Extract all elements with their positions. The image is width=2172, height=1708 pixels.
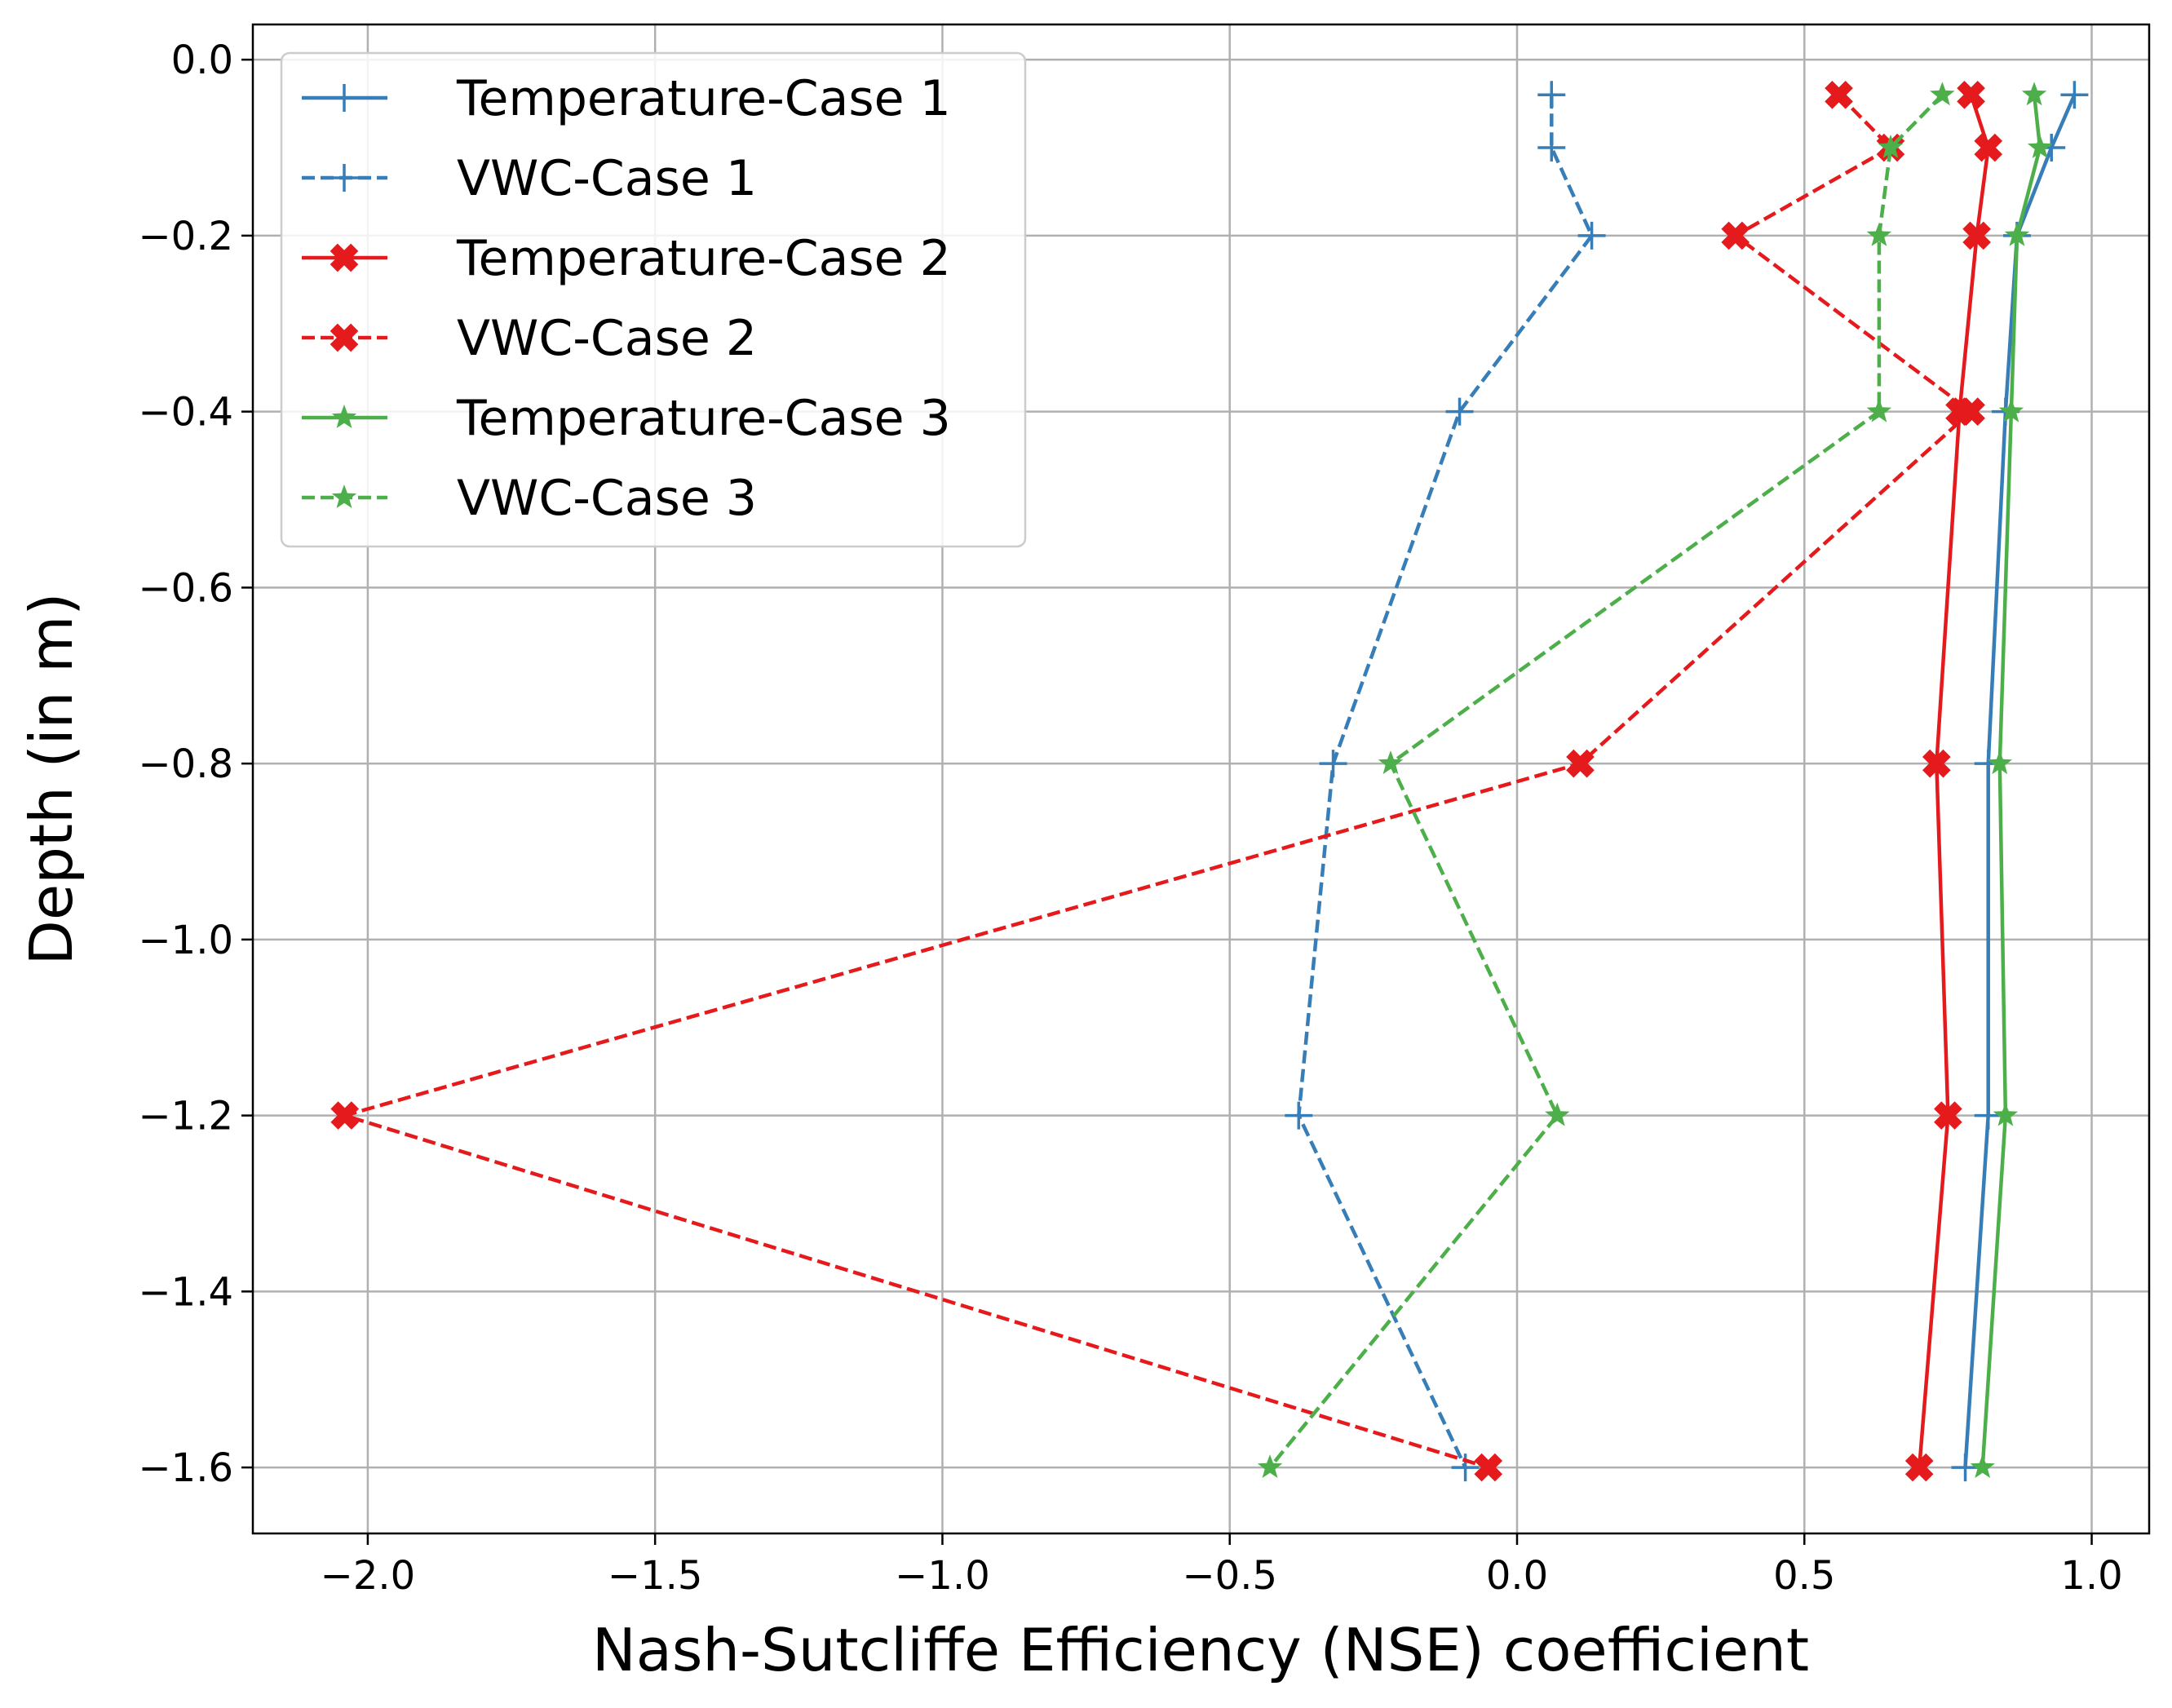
data-point bbox=[1537, 134, 1566, 162]
x-tick-label: −0.5 bbox=[1182, 1553, 1277, 1599]
data-point bbox=[1825, 80, 1853, 109]
data-point bbox=[1721, 221, 1750, 250]
data-point bbox=[1998, 398, 2024, 423]
x-tick-label: 0.0 bbox=[1486, 1553, 1548, 1599]
data-point bbox=[1930, 82, 1955, 106]
data-point bbox=[1577, 221, 1606, 250]
y-axis-label: Depth (in m) bbox=[17, 592, 86, 965]
data-point-shape bbox=[1962, 221, 1991, 250]
series-5 bbox=[1970, 82, 2053, 1478]
y-tick-label: 0.0 bbox=[171, 38, 233, 83]
data-point bbox=[2004, 222, 2030, 246]
x-tick-label: 1.0 bbox=[2060, 1553, 2122, 1599]
data-point bbox=[1445, 397, 1474, 426]
data-point bbox=[330, 1101, 360, 1130]
legend-item: Temperature-Case 2 bbox=[302, 230, 951, 287]
x-tick-label: −1.0 bbox=[895, 1553, 990, 1599]
data-point bbox=[1904, 1453, 1934, 1482]
legend-marker bbox=[331, 485, 357, 508]
data-point-shape bbox=[1934, 1101, 1962, 1130]
legend-item: Temperature-Case 1 bbox=[302, 70, 951, 127]
data-point bbox=[1537, 81, 1566, 109]
data-point-shape bbox=[1904, 1453, 1934, 1482]
legend-marker bbox=[330, 243, 359, 272]
data-point-shape bbox=[1825, 80, 1853, 109]
data-point bbox=[1474, 1453, 1503, 1482]
legend-label: VWC-Case 3 bbox=[457, 470, 757, 527]
data-point bbox=[1957, 397, 1985, 426]
series-3 bbox=[1904, 80, 2003, 1482]
data-point bbox=[1934, 1101, 1962, 1130]
plot-frame bbox=[251, 23, 2151, 1535]
y-tick-label: −0.6 bbox=[138, 565, 233, 611]
data-point bbox=[2027, 135, 2053, 158]
data-point bbox=[1545, 1102, 1570, 1126]
x-tick-label: −1.5 bbox=[608, 1553, 703, 1599]
x-axis-label: Nash-Sutcliffe Efficiency (NSE) coeffici… bbox=[592, 1616, 1809, 1684]
data-series bbox=[330, 80, 2089, 1482]
legend-marker-shape bbox=[330, 243, 359, 272]
legend-item: Temperature-Case 3 bbox=[302, 390, 951, 447]
legend-marker bbox=[330, 164, 358, 192]
legend-item: VWC-Case 1 bbox=[302, 150, 757, 207]
y-tick-label: −1.6 bbox=[138, 1445, 233, 1491]
data-point bbox=[1451, 1454, 1480, 1482]
data-point bbox=[1878, 135, 1904, 158]
data-point-shape bbox=[1974, 133, 2003, 162]
data-point bbox=[1993, 1102, 2019, 1126]
data-point-shape bbox=[1566, 749, 1595, 778]
data-point-shape bbox=[1957, 397, 1985, 426]
data-point bbox=[2060, 81, 2089, 109]
data-point bbox=[1987, 750, 2012, 775]
legend-label: Temperature-Case 3 bbox=[456, 390, 951, 447]
data-point bbox=[1951, 1454, 1980, 1482]
legend-marker bbox=[330, 323, 359, 352]
data-point bbox=[1866, 398, 1892, 423]
data-point-shape bbox=[1474, 1453, 1503, 1482]
data-point bbox=[1866, 222, 1892, 246]
data-point bbox=[1974, 133, 2003, 162]
legend-marker-shape bbox=[330, 323, 359, 352]
y-tick-label: −1.2 bbox=[138, 1094, 233, 1139]
data-point bbox=[1566, 749, 1595, 778]
data-point-shape bbox=[1721, 221, 1750, 250]
data-point bbox=[1962, 221, 1991, 250]
x-tick-label: 0.5 bbox=[1773, 1553, 1835, 1599]
y-tick-label: −0.8 bbox=[138, 741, 233, 787]
legend-label: Temperature-Case 2 bbox=[456, 230, 951, 287]
data-point bbox=[1319, 750, 1347, 778]
legend-label: Temperature-Case 1 bbox=[456, 70, 951, 127]
legend-label: VWC-Case 2 bbox=[457, 310, 757, 367]
axis-ticks: −2.0 −1.5 −1.0 −0.5 0.0 0.5 1.0 0.0 −0.2 −0.4 −0.6… bbox=[138, 38, 2122, 1599]
data-point bbox=[1957, 80, 1985, 109]
data-point bbox=[1285, 1101, 1313, 1130]
data-point-shape bbox=[1922, 749, 1951, 778]
data-point-shape bbox=[1957, 80, 1985, 109]
legend-item: VWC-Case 3 bbox=[302, 470, 757, 527]
y-tick-label: −0.4 bbox=[138, 390, 233, 436]
series-6 bbox=[1257, 82, 1955, 1478]
legend-item: VWC-Case 2 bbox=[302, 310, 757, 367]
data-point bbox=[1257, 1454, 1283, 1478]
x-tick-label: −2.0 bbox=[321, 1553, 416, 1599]
y-tick-label: −0.2 bbox=[138, 214, 233, 259]
legend: Temperature-Case 1 VWC-Case 1 Temperature-… bbox=[280, 51, 1027, 548]
y-tick-label: −1.4 bbox=[138, 1269, 233, 1315]
data-point bbox=[2021, 82, 2047, 106]
legend-box bbox=[280, 51, 1027, 548]
data-point-shape bbox=[330, 1101, 360, 1130]
data-point bbox=[1974, 1101, 2002, 1130]
y-tick-label: −1.0 bbox=[138, 918, 233, 963]
series-2 bbox=[1285, 81, 1606, 1482]
legend-marker bbox=[331, 405, 357, 428]
data-point bbox=[1378, 750, 1404, 775]
data-point bbox=[1922, 749, 1951, 778]
legend-marker bbox=[330, 84, 358, 112]
legend-label: VWC-Case 1 bbox=[457, 150, 757, 207]
data-point bbox=[1970, 1454, 1995, 1478]
